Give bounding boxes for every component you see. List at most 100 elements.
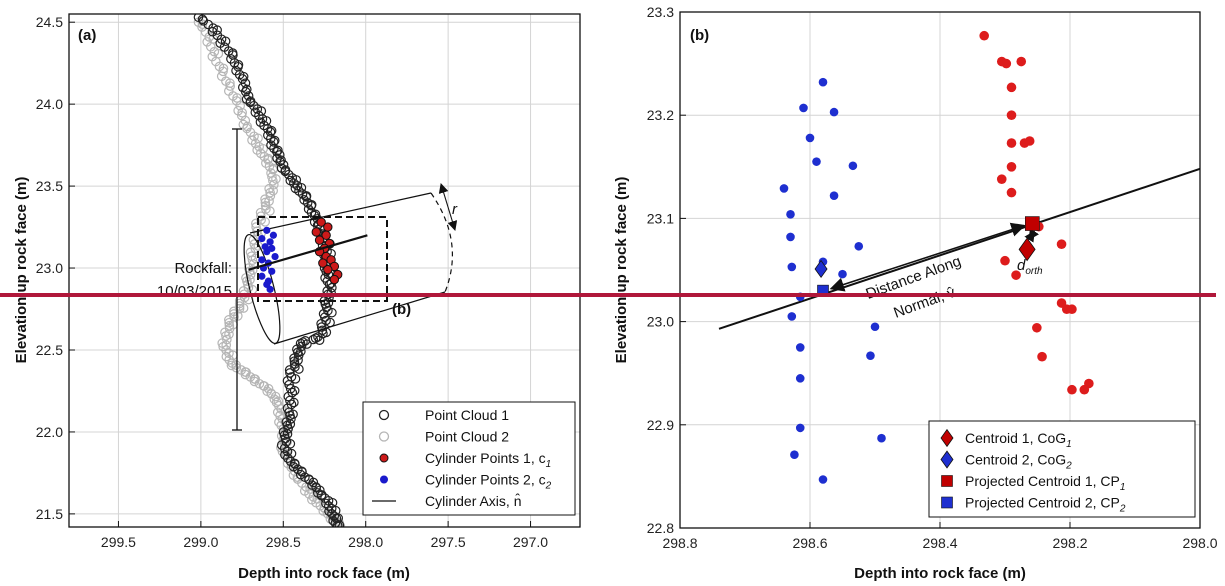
cylinder-points-2-marker (838, 269, 847, 279)
panel-a-x-tick-label: 298.0 (348, 534, 383, 550)
panel-a-y-tick-label: 23.5 (36, 178, 63, 194)
point-cloud-1-marker (296, 182, 307, 193)
panel-a-x-tick-label: 299.0 (183, 534, 218, 550)
d-orth-main: d (1017, 257, 1026, 274)
point-cloud-1-marker (220, 36, 231, 47)
legend-square-icon (941, 475, 953, 487)
cylinder-points-1-marker (314, 235, 325, 245)
panel-b-y-tick-label: 23.1 (647, 210, 674, 226)
point-cloud-1-marker (314, 335, 325, 345)
point-cloud-1-marker (306, 200, 317, 211)
point-cloud-2-marker (221, 345, 231, 355)
point-cloud-2-marker (221, 351, 232, 362)
radius-label: r (452, 201, 458, 218)
legend-entry-label: Projected Centroid 1, CP1 (965, 473, 1125, 493)
cylinder-points-1-marker (979, 30, 989, 41)
cylinder-points-2-marker (877, 433, 886, 443)
panel-a-y-tick-label: 23.0 (36, 260, 63, 276)
point-cloud-1-marker (282, 453, 293, 463)
legend-entry-label: Centroid 2, CoG2 (965, 452, 1072, 472)
cylinder-points-2-marker (790, 450, 799, 460)
cylinder-points-1-marker (1006, 187, 1017, 198)
cylinder-points-2-marker (786, 232, 795, 242)
cylinder-points-1-marker (1006, 82, 1017, 93)
d-orth-subscript: orth (1025, 266, 1043, 277)
point-cloud-1-marker (289, 385, 300, 396)
cylinder-axis-line (248, 234, 368, 271)
cylinder-points-2-marker (829, 107, 839, 117)
cylinder-points-2-marker (795, 343, 805, 352)
panel-a-x-tick-label: 299.5 (101, 534, 136, 550)
panel-a-label: (a) (78, 27, 96, 44)
point-cloud-1-marker (330, 518, 341, 527)
point-cloud-1-marker (212, 25, 222, 35)
point-cloud-1-marker (197, 14, 208, 25)
legend-diamond-icon (940, 428, 954, 448)
point-cloud-2-marker (234, 303, 245, 314)
cylinder-points-2-marker (787, 312, 797, 321)
d-orth-label: dorth (1017, 257, 1043, 277)
projected-centroid-1-marker (1025, 216, 1040, 231)
cylinder-points-2-marker (258, 256, 266, 264)
point-cloud-2-marker (247, 255, 258, 265)
cylinder-points-1-marker (318, 258, 328, 268)
point-cloud-2-marker (240, 369, 251, 380)
cylinder-points-2-marker (268, 267, 276, 275)
point-cloud-2-marker (238, 303, 249, 313)
cylinder-points-2-marker (866, 351, 875, 360)
point-cloud-2-marker (218, 66, 228, 77)
cylinder-points-1-marker (1000, 255, 1010, 266)
cylinder-points-1-marker (1006, 110, 1017, 120)
panel-b-points (779, 30, 1094, 484)
panel-b-x-tick-label: 298.8 (662, 535, 697, 551)
cylinder-points-2-marker (787, 262, 797, 272)
legend-entry-label: Point Cloud 1 (425, 407, 509, 423)
panel-b-x-axis-label: Depth into rock face (m) (854, 565, 1026, 582)
point-cloud-2-marker (249, 376, 260, 387)
panel-a-y-tick-label: 21.5 (36, 506, 63, 522)
cylinder-points-2-marker (271, 252, 279, 261)
cylinder-points-2-marker (818, 475, 828, 484)
cylinder-points-1-marker (996, 174, 1007, 184)
legend-entry-subscript: 1 (546, 459, 552, 470)
point-cloud-2-marker (225, 81, 235, 91)
point-cloud-1-marker (309, 210, 320, 221)
cylinder-points-1-marker (323, 222, 333, 232)
point-cloud-1-marker (323, 501, 334, 511)
legend-entry-label: Cylinder Axis, n̂ (425, 493, 521, 509)
point-cloud-2-marker (233, 311, 243, 321)
point-cloud-1-marker (268, 137, 279, 147)
point-cloud-1-marker (289, 356, 300, 366)
panel-a-x-axis-label: Depth into rock face (m) (238, 565, 410, 582)
cylinder-points-2-marker (266, 238, 274, 246)
point-cloud-1-marker (334, 520, 345, 527)
point-cloud-2-marker (235, 100, 245, 111)
point-cloud-2-marker (224, 355, 235, 365)
cylinder-points-1-marker (329, 274, 340, 285)
point-cloud-2-marker (231, 362, 242, 373)
cylinder-points-1-marker (1006, 138, 1017, 148)
centroid-2-marker (814, 259, 828, 279)
point-cloud-1-marker (265, 127, 276, 137)
legend-entry-label: Projected Centroid 2, CP2 (965, 495, 1126, 515)
cylinder-points-1-marker (1037, 351, 1047, 362)
point-cloud-2-marker (260, 197, 271, 208)
cylinder-points-2-marker (799, 103, 808, 113)
legend-entry-subscript: 2 (545, 481, 552, 492)
panel-b-frame (679, 11, 1201, 529)
cylinder-points-2-marker (805, 133, 815, 143)
cylinder-points-1-marker (1016, 56, 1027, 67)
panel-a-legend: Point Cloud 1 Point Cloud 2 Cylinder Point… (362, 401, 576, 516)
panel-a-y-axis-label: Elevation up rock face (m) (13, 177, 30, 364)
cylinder-points-2-marker (779, 184, 789, 193)
cylinder-points-2-marker (263, 226, 271, 234)
panel-b-ticks: 298.8 298.6 298.4 298.2 298.0 22.8 22.9 23.0 23.… (647, 4, 1218, 551)
cylinder-points-2-marker (854, 241, 864, 251)
panel-b-x-tick-label: 298.4 (922, 535, 957, 551)
cylinder-outline (243, 192, 454, 345)
legend-marker-icon (379, 453, 389, 463)
panel-b-x-tick-label: 298.6 (792, 535, 827, 551)
point-cloud-1-marker (303, 204, 314, 214)
